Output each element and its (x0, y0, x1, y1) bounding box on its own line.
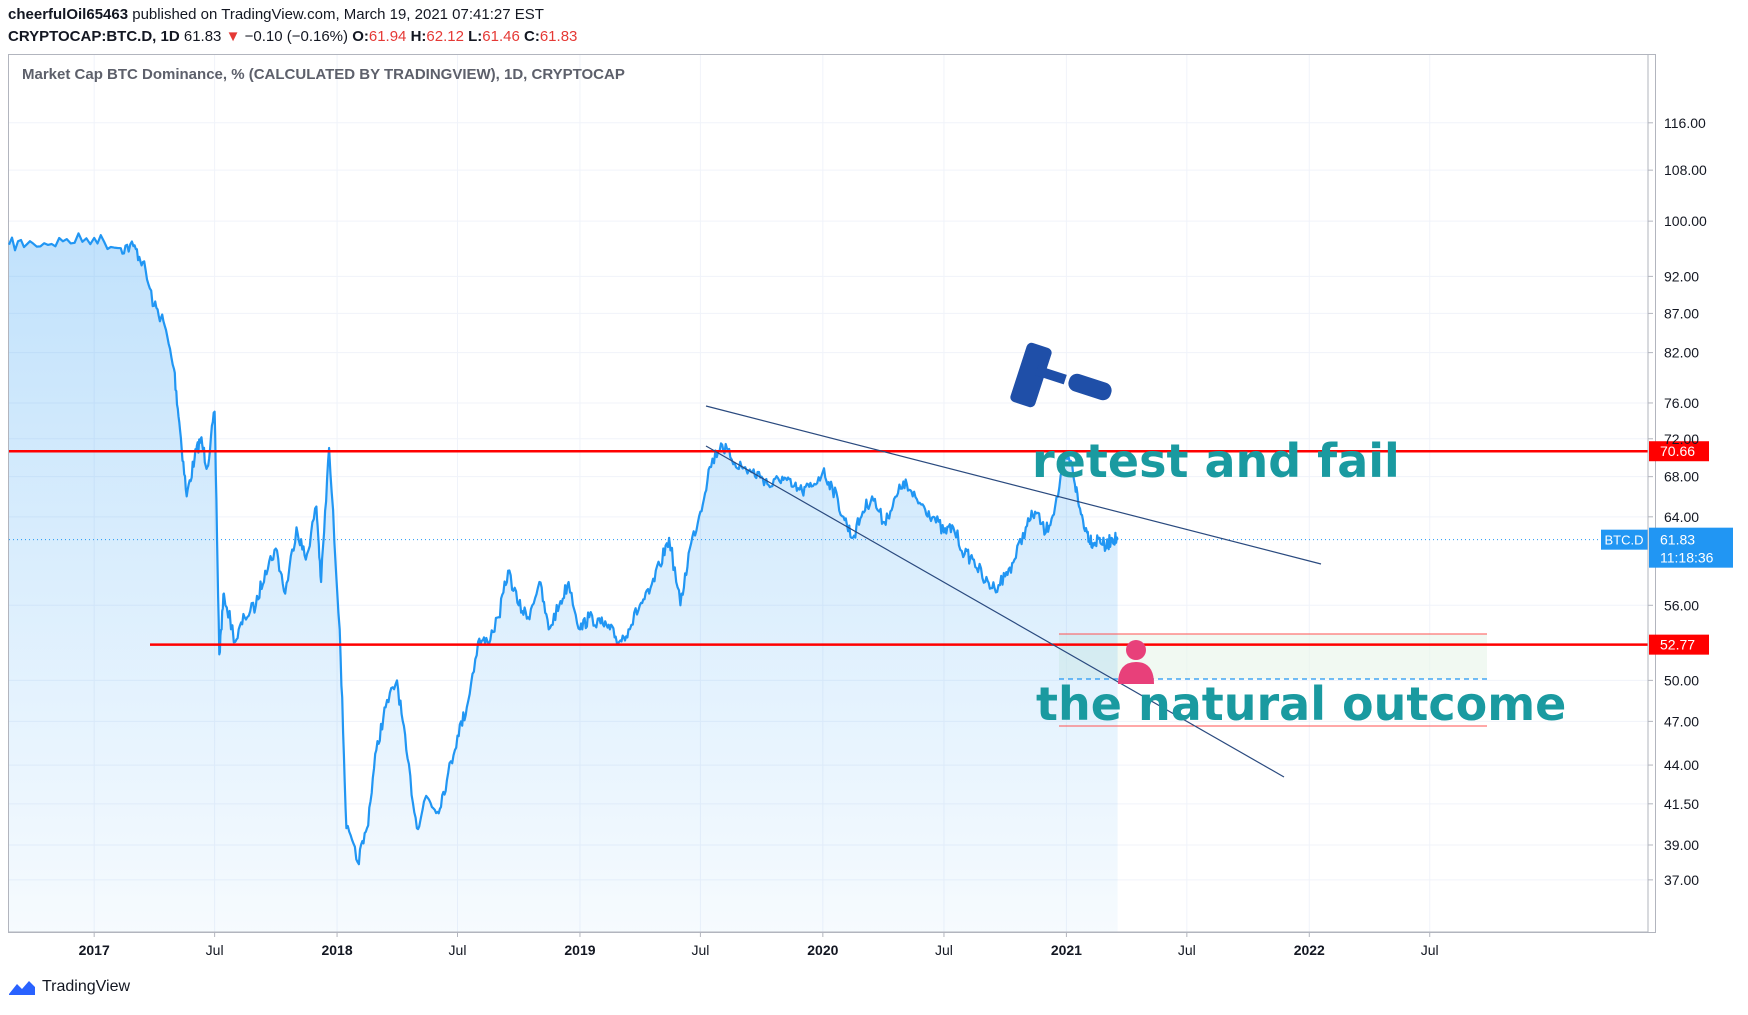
price-tick-label: 108.00 (1664, 162, 1707, 178)
time-tick-label: 2018 (321, 942, 352, 958)
chart-legend: Market Cap BTC Dominance, % (CALCULATED … (22, 66, 625, 83)
price-tick-label: 39.00 (1664, 837, 1699, 853)
price-value-label: 61.83 (1660, 532, 1695, 548)
gavel-icon[interactable] (1000, 340, 1115, 415)
time-tick-label: Jul (1178, 942, 1196, 958)
open-label: O: (352, 28, 369, 45)
time-tick-label: Jul (449, 942, 467, 958)
close-label: C: (524, 28, 540, 45)
price-tick-label: 100.00 (1664, 213, 1707, 229)
price-change: −0.10 (−0.16%) (244, 28, 349, 45)
price-name-tag (1601, 529, 1648, 550)
price-name-label: BTC.D (1605, 533, 1644, 548)
time-tick-label: 2020 (807, 942, 838, 958)
outcome-annotation[interactable]: the natural outcome (1036, 677, 1567, 731)
time-tick-label: Jul (206, 942, 224, 958)
person-icon[interactable] (1116, 638, 1156, 686)
price-tick-label: 92.00 (1664, 268, 1699, 284)
retest-annotation[interactable]: retest and fail (1032, 434, 1400, 488)
price-tick-label: 47.00 (1664, 713, 1699, 729)
time-axis[interactable]: 2017 Jul 2018 Jul 2019 Jul 2020 Jul 2021 Jul 2022 J… (9, 931, 1648, 958)
level-label: 70.66 (1660, 443, 1695, 459)
low-label: L: (468, 28, 483, 45)
price-tick-label: 76.00 (1664, 395, 1699, 411)
trend-line-upper[interactable] (705, 405, 1322, 565)
low-value: 61.46 (482, 28, 520, 45)
time-tick-label: 2017 (79, 942, 110, 958)
price-axis[interactable]: 116.00 108.00 100.00 92.00 87.00 82.00 76.00 72… (1647, 55, 1707, 932)
tradingview-logo-icon (9, 981, 35, 995)
high-value: 62.12 (426, 28, 464, 45)
publish-text: published on TradingView.com, March 19, … (132, 6, 544, 23)
symbol-name: CRYPTOCAP:BTC.D, 1D (8, 28, 180, 45)
trend-lines (705, 405, 1322, 778)
publish-info: cheerfulOil65463 published on TradingVie… (8, 6, 544, 23)
price-tick-label: 56.00 (1664, 597, 1699, 613)
close-value: 61.83 (539, 28, 578, 45)
price-tick-label: 44.00 (1664, 757, 1699, 773)
time-tick-label: Jul (935, 942, 953, 958)
open-value: 61.94 (368, 28, 407, 45)
down-arrow-icon: ▼ (225, 28, 241, 45)
time-tick-label: 2019 (564, 942, 595, 958)
price-tick-label: 41.50 (1664, 796, 1699, 812)
price-tick-label: 82.00 (1664, 345, 1699, 361)
last-price: 61.83 (183, 28, 222, 45)
price-tick-label: 64.00 (1664, 509, 1699, 525)
time-tick-label: 2022 (1294, 942, 1325, 958)
price-tick-label: 68.00 (1664, 469, 1699, 485)
price-tick-label: 50.00 (1664, 672, 1699, 688)
level-tag (1649, 441, 1709, 462)
price-tick-label: 116.00 (1664, 115, 1706, 131)
price-tick-label: 37.00 (1664, 872, 1699, 888)
author-name[interactable]: cheerfulOil65463 (8, 6, 129, 23)
high-label: H: (410, 28, 427, 45)
time-tick-label: Jul (1421, 942, 1439, 958)
price-tick-label: 87.00 (1664, 305, 1699, 321)
footer-brand-text: TradingView (42, 978, 131, 995)
horizontal-levels: BTC.D 61.83 11:18:36 70.66 52.77 (9, 441, 1733, 727)
footer-brand[interactable]: TradingView (8, 978, 130, 996)
level-tag (1649, 634, 1709, 655)
price-value-tag (1649, 527, 1733, 568)
series-line (7, 232, 1119, 866)
price-tick-label: 72.00 (1664, 431, 1699, 447)
level-label: 52.77 (1660, 637, 1695, 653)
symbol-info: CRYPTOCAP:BTC.D, 1D 61.83 ▼ −0.10 (−0.16… (8, 28, 577, 45)
time-tick-label: 2021 (1051, 942, 1082, 958)
time-tick-label: Jul (691, 942, 709, 958)
series-area (9, 233, 1118, 932)
countdown-label: 11:18:36 (1660, 550, 1714, 566)
trend-line-lower[interactable] (705, 445, 1285, 778)
